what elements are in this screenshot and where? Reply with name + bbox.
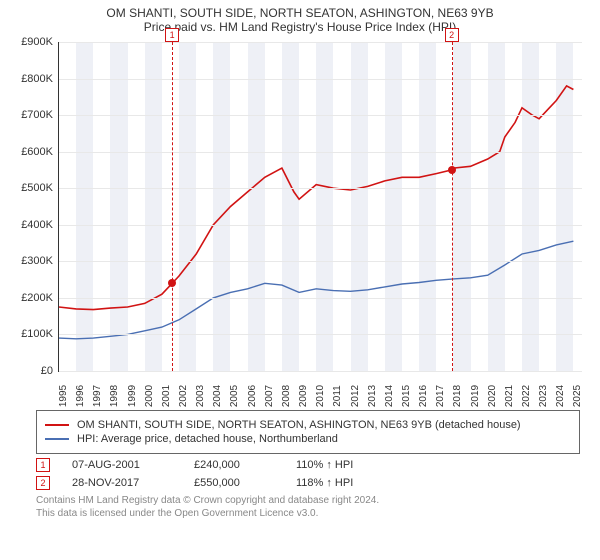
x-tick-label: 2012 (350, 385, 361, 407)
x-tick-label: 2020 (487, 385, 498, 407)
line-series-svg (59, 42, 582, 371)
x-tick-label: 1999 (127, 385, 138, 407)
x-tick-label: 2001 (161, 385, 172, 407)
y-gridline (59, 334, 582, 335)
series-line (59, 241, 573, 339)
sale-point-price: £240,000 (194, 459, 274, 471)
x-tick-label: 2023 (538, 385, 549, 407)
y-gridline (59, 115, 582, 116)
y-gridline (59, 371, 582, 372)
x-tick-label: 1995 (58, 385, 69, 407)
sale-point-guideline (452, 42, 453, 371)
x-tick-label: 2022 (521, 385, 532, 407)
y-gridline (59, 188, 582, 189)
x-tick-label: 2024 (555, 385, 566, 407)
footer-attribution: Contains HM Land Registry data © Crown c… (36, 494, 580, 520)
sale-point-pct: 110% ↑ HPI (296, 459, 386, 471)
legend-swatch (45, 424, 69, 426)
x-tick-label: 1998 (109, 385, 120, 407)
chart-title: OM SHANTI, SOUTH SIDE, NORTH SEATON, ASH… (0, 0, 600, 34)
legend-item: OM SHANTI, SOUTH SIDE, NORTH SEATON, ASH… (45, 419, 571, 431)
x-tick-label: 2005 (229, 385, 240, 407)
x-tick-label: 2014 (384, 385, 395, 407)
x-tick-label: 2002 (178, 385, 189, 407)
title-line-2: Price paid vs. HM Land Registry's House … (0, 20, 600, 34)
y-gridline (59, 42, 582, 43)
sale-point-dot (448, 166, 456, 174)
legend-box: OM SHANTI, SOUTH SIDE, NORTH SEATON, ASH… (36, 410, 580, 454)
sale-points-table: 1 07-AUG-2001 £240,000 110% ↑ HPI 2 28-NOV-20… (36, 458, 580, 490)
x-tick-label: 2015 (401, 385, 412, 407)
chart-area: £0 £100K £200K £300K £400K £500K £600K £700K £80… (10, 34, 590, 404)
y-tick-label: £800K (21, 73, 53, 85)
x-tick-label: 1997 (92, 385, 103, 407)
x-tick-label: 2013 (367, 385, 378, 407)
y-tick-label: £900K (21, 36, 53, 48)
legend-label: OM SHANTI, SOUTH SIDE, NORTH SEATON, ASH… (77, 419, 521, 431)
y-gridline (59, 152, 582, 153)
y-tick-label: £0 (41, 365, 53, 377)
x-tick-label: 2009 (298, 385, 309, 407)
x-tick-label: 1996 (75, 385, 86, 407)
series-line (59, 86, 573, 310)
y-tick-label: £400K (21, 219, 53, 231)
y-gridline (59, 225, 582, 226)
sale-point-date: 07-AUG-2001 (72, 459, 172, 471)
sale-point-price: £550,000 (194, 477, 274, 489)
y-gridline (59, 298, 582, 299)
y-tick-label: £100K (21, 328, 53, 340)
sale-point-index: 1 (36, 458, 50, 472)
y-tick-label: £300K (21, 255, 53, 267)
x-tick-label: 2017 (435, 385, 446, 407)
x-tick-label: 2019 (470, 385, 481, 407)
sale-point-date: 28-NOV-2017 (72, 477, 172, 489)
y-gridline (59, 79, 582, 80)
x-axis-labels: 1995 1996 1997 1998 1999 2000 2001 2002 2003 2004… (58, 376, 582, 404)
sale-point-marker: 2 (445, 28, 459, 42)
x-tick-label: 2025 (572, 385, 583, 407)
y-tick-label: £500K (21, 182, 53, 194)
y-tick-label: £700K (21, 109, 53, 121)
legend-label: HPI: Average price, detached house, Nort… (77, 433, 338, 445)
x-tick-label: 2003 (195, 385, 206, 407)
x-tick-label: 2008 (281, 385, 292, 407)
x-tick-label: 2004 (212, 385, 223, 407)
x-tick-label: 2011 (332, 385, 343, 407)
title-line-1: OM SHANTI, SOUTH SIDE, NORTH SEATON, ASH… (0, 6, 600, 20)
x-tick-label: 2007 (264, 385, 275, 407)
plot-area: £0£100K£200K£300K£400K£500K£600K£700K£80… (58, 42, 582, 372)
legend-swatch (45, 438, 69, 440)
x-tick-label: 2016 (418, 385, 429, 407)
sale-point-marker: 1 (165, 28, 179, 42)
footer-line-2: This data is licensed under the Open Gov… (36, 507, 580, 520)
legend-item: HPI: Average price, detached house, Nort… (45, 433, 571, 445)
x-tick-label: 2010 (315, 385, 326, 407)
sale-point-row: 2 28-NOV-2017 £550,000 118% ↑ HPI (36, 476, 580, 490)
x-tick-label: 2021 (504, 385, 515, 407)
sale-point-dot (168, 279, 176, 287)
x-tick-label: 2018 (452, 385, 463, 407)
x-tick-label: 2000 (144, 385, 155, 407)
y-tick-label: £200K (21, 292, 53, 304)
y-gridline (59, 261, 582, 262)
footer-line-1: Contains HM Land Registry data © Crown c… (36, 494, 580, 507)
sale-point-pct: 118% ↑ HPI (296, 477, 386, 489)
sale-point-guideline (172, 42, 173, 371)
x-tick-label: 2006 (247, 385, 258, 407)
sale-point-index: 2 (36, 476, 50, 490)
sale-point-row: 1 07-AUG-2001 £240,000 110% ↑ HPI (36, 458, 580, 472)
y-tick-label: £600K (21, 146, 53, 158)
